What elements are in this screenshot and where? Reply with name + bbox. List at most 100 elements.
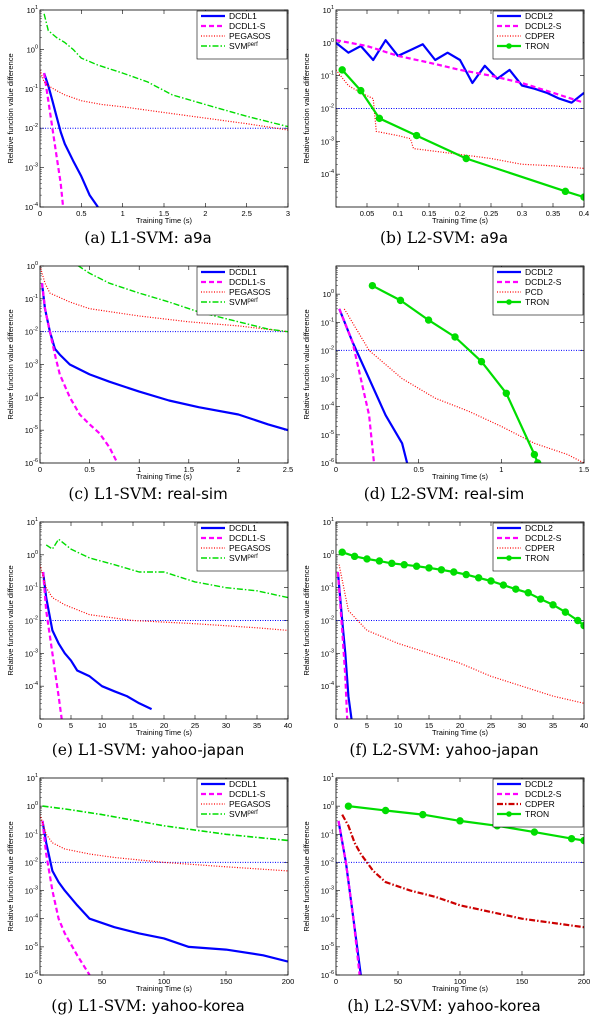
chart-panel-f: 10-4 10-3 10-2 10-1 100 101 0 5 10 15 20 25 30 35 40 Tr… (296, 512, 591, 768)
series-line-svmperf (42, 805, 288, 842)
chart-panel-g: 10-6 10-5 10-4 10-3 10-2 10-1 100 101 0 50 100 150 2… (0, 768, 296, 1024)
legend-label: DCDL1-S (229, 533, 266, 543)
series-group (336, 548, 584, 719)
y-tick-label: 10-3 (25, 163, 38, 173)
series-line-pegasos (40, 564, 288, 631)
series-marker-tron (536, 595, 545, 603)
chart-caption: (a) L1-SVM: a9a (0, 229, 296, 247)
y-tick-label: 10-1 (25, 84, 38, 94)
series-marker-tron (388, 559, 396, 568)
series-marker-tron (462, 154, 470, 163)
series-line-dcdl2 (338, 308, 409, 463)
series-marker-tron (561, 187, 570, 196)
y-axis-label: Relative function value difference (302, 821, 311, 931)
y-tick-label: 10-1 (321, 317, 334, 327)
x-tick-label: 2.5 (241, 209, 251, 218)
x-axis-label: Training Time (s) (432, 728, 488, 737)
series-marker-tron (499, 581, 508, 589)
caption-prefix: (e) L1-SVM: (51, 741, 152, 759)
legend-label: DCDL1 (229, 11, 257, 21)
legend-label: DCDL2-S (525, 789, 562, 799)
legend-label: DCDL1-S (229, 21, 266, 31)
caption-dataset: yahoo-korea (151, 997, 245, 1015)
series-marker-tron (502, 389, 510, 397)
x-tick-label: 0 (38, 465, 42, 474)
chart-caption: (b) L2-SVM: a9a (296, 229, 591, 247)
series-marker-tron (530, 450, 539, 459)
x-tick-label: 0 (334, 721, 338, 730)
plot-frame (39, 265, 289, 464)
x-tick-label: 0.3 (517, 209, 527, 218)
y-tick-label: 10-2 (321, 345, 334, 355)
legend-label: DCDL1 (229, 267, 257, 277)
legend-label: PEGASOS (229, 799, 271, 809)
x-tick-label: 40 (284, 721, 292, 730)
y-tick-label: 101 (323, 517, 334, 527)
series-line-dcdl1-s (42, 571, 63, 719)
legend-label: PEGASOS (229, 31, 271, 41)
x-tick-label: 0.35 (546, 209, 561, 218)
x-tick-label: 35 (253, 721, 261, 730)
legend-marker (506, 811, 512, 817)
series-marker-tron (357, 86, 365, 95)
series-line-svmperf (45, 538, 288, 599)
legend-label: DCDL2-S (525, 21, 562, 31)
series-line-pcd (343, 308, 584, 463)
legend-marker (506, 43, 512, 49)
y-tick-label: 10-2 (321, 616, 334, 626)
series-line-dcdl2-s (336, 571, 349, 719)
series-line-pegasos (40, 266, 288, 333)
series-marker-tron (456, 817, 464, 825)
x-tick-label: 1.5 (579, 465, 589, 474)
y-tick-label: 10-5 (25, 425, 38, 435)
x-tick-label: 1 (137, 465, 141, 474)
y-tick-label: 10-1 (25, 829, 38, 839)
series-line-svmperf (43, 13, 288, 128)
y-tick-label: 10-5 (321, 942, 334, 952)
chart-panel-b: 10-4 10-3 10-2 10-1 100 101 0.05 0.1 0.15 0.2 0.25… (296, 0, 591, 256)
chart-caption: (d) L2-SVM: real-sim (296, 485, 591, 503)
y-tick-label: 10-2 (25, 327, 38, 337)
series-line-cdper (341, 814, 584, 929)
x-tick-label: 0.05 (360, 209, 375, 218)
y-tick-label: 10-3 (321, 886, 334, 896)
legend-box (196, 266, 288, 316)
x-tick-label: 150 (516, 977, 529, 986)
series-marker-tron (437, 566, 446, 574)
series-line-dcdl1 (43, 72, 99, 207)
y-tick-label: 10-3 (25, 648, 38, 658)
legend-label: DCDL1-S (229, 277, 266, 287)
legend-label: CDPER (525, 799, 555, 809)
legend-label: SVMperf (229, 553, 258, 563)
x-tick-label: 5 (69, 721, 73, 730)
chart-svg-d: 10-6 10-5 10-4 10-3 10-2 10-1 100 0 0.5 1 1.5 Train… (302, 265, 589, 481)
x-axis-label: Training Time (s) (136, 472, 192, 481)
chart-caption: (c) L1-SVM: real-sim (0, 485, 296, 503)
x-tick-label: 0.5 (413, 465, 423, 474)
x-tick-label: 2 (203, 209, 207, 218)
series-marker-tron (567, 834, 576, 843)
y-axis-label: Relative function value difference (302, 565, 311, 675)
y-tick-label: 100 (27, 801, 38, 811)
x-tick-label: 200 (282, 977, 295, 986)
series-marker-tron (338, 66, 346, 74)
legend-label: DCDL2-S (525, 533, 562, 543)
legend-label: CDPER (525, 543, 555, 553)
series-marker-tron (425, 564, 433, 572)
y-tick-label: 10-4 (321, 402, 334, 412)
series-marker-tron (344, 802, 353, 810)
chart-caption: (e) L1-SVM: yahoo-japan (0, 741, 296, 759)
y-tick-label: 10-6 (25, 970, 38, 980)
x-tick-label: 40 (580, 721, 588, 730)
x-tick-label: 50 (394, 977, 402, 986)
legend-box (196, 522, 288, 572)
y-tick-label: 10-6 (25, 458, 38, 468)
series-line-pegasos (40, 814, 288, 872)
legend-box (492, 266, 584, 316)
series-marker-tron (338, 548, 346, 556)
legend-label: DCDL1-S (229, 789, 266, 799)
